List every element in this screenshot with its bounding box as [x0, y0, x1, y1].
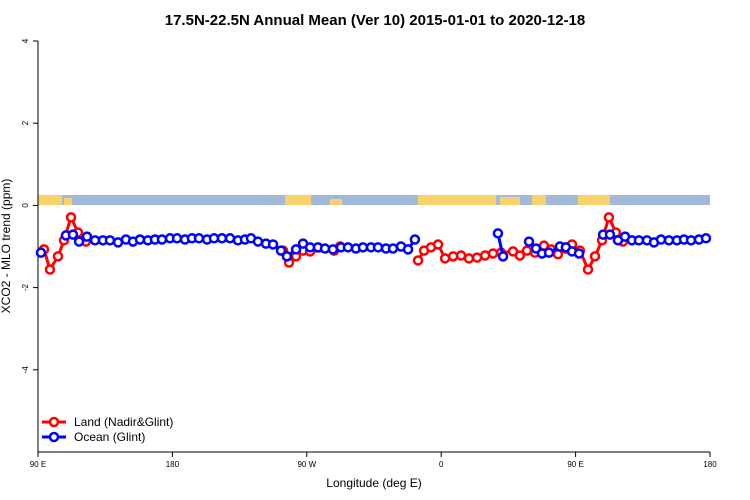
- data-point: [412, 255, 424, 266]
- data-point: [267, 239, 279, 250]
- data-point: [35, 247, 47, 258]
- data-point: [633, 235, 645, 246]
- data-point: [44, 264, 56, 275]
- data-point: [342, 242, 354, 253]
- data-point: [543, 247, 555, 258]
- x-tick-label: 90 E: [567, 460, 583, 469]
- data-point: [471, 252, 483, 263]
- chart-title: 17.5N-22.5N Annual Mean (Ver 10) 2015-01…: [165, 12, 585, 29]
- x-tick-label: 180: [703, 460, 717, 469]
- data-point: [290, 244, 302, 255]
- data-point: [275, 245, 287, 256]
- y-tick-label: -2: [21, 283, 30, 291]
- data-point: [52, 251, 64, 262]
- data-point: [193, 233, 205, 244]
- legend-marker: [48, 431, 60, 443]
- data-point: [402, 244, 414, 255]
- data-point: [171, 233, 183, 244]
- y-tick-label: 0: [21, 203, 30, 208]
- data-point: [439, 253, 451, 264]
- data-point: [497, 251, 509, 262]
- series: [35, 228, 712, 262]
- x-tick-label: 90 E: [30, 460, 46, 469]
- y-tick-label: 4: [21, 38, 30, 43]
- x-axis-label: Longitude (deg E): [326, 476, 421, 490]
- data-point: [387, 243, 399, 254]
- y-axis-label: XCO2 - MLO trend (ppm): [0, 179, 13, 314]
- data-point: [492, 228, 504, 239]
- data-point: [589, 251, 601, 262]
- x-tick-label: 180: [166, 460, 180, 469]
- data-point: [156, 234, 168, 245]
- data-point: [487, 248, 499, 259]
- y-tick-label: -4: [21, 366, 30, 374]
- land-ocean-strip: [38, 195, 710, 205]
- data-point: [432, 239, 444, 250]
- x-tick-label: 90 W: [297, 460, 316, 469]
- y-tick-label: 2: [21, 120, 30, 125]
- data-point: [514, 250, 526, 261]
- data-point: [372, 242, 384, 253]
- data-point: [81, 231, 93, 242]
- data-point: [104, 235, 116, 246]
- legend-label: Ocean (Glint): [74, 430, 145, 444]
- data-point: [604, 229, 616, 240]
- data-point: [67, 229, 79, 240]
- data-point: [573, 248, 585, 259]
- data-point: [216, 233, 228, 244]
- legend-label: Land (Nadir&Glint): [74, 415, 173, 429]
- data-point: [281, 251, 293, 262]
- data-point: [523, 236, 535, 247]
- data-point: [65, 212, 77, 223]
- x-tick-label: 0: [439, 460, 444, 469]
- data-point: [463, 253, 475, 264]
- data-point: [73, 236, 85, 247]
- data-point: [327, 244, 339, 255]
- data-point: [603, 212, 615, 223]
- data-point: [521, 245, 533, 256]
- data-point: [663, 235, 675, 246]
- legend-marker: [48, 416, 60, 428]
- data-point: [252, 236, 264, 247]
- data-point: [582, 264, 594, 275]
- data-point: [409, 234, 421, 245]
- data-point: [700, 233, 712, 244]
- data-point: [357, 242, 369, 253]
